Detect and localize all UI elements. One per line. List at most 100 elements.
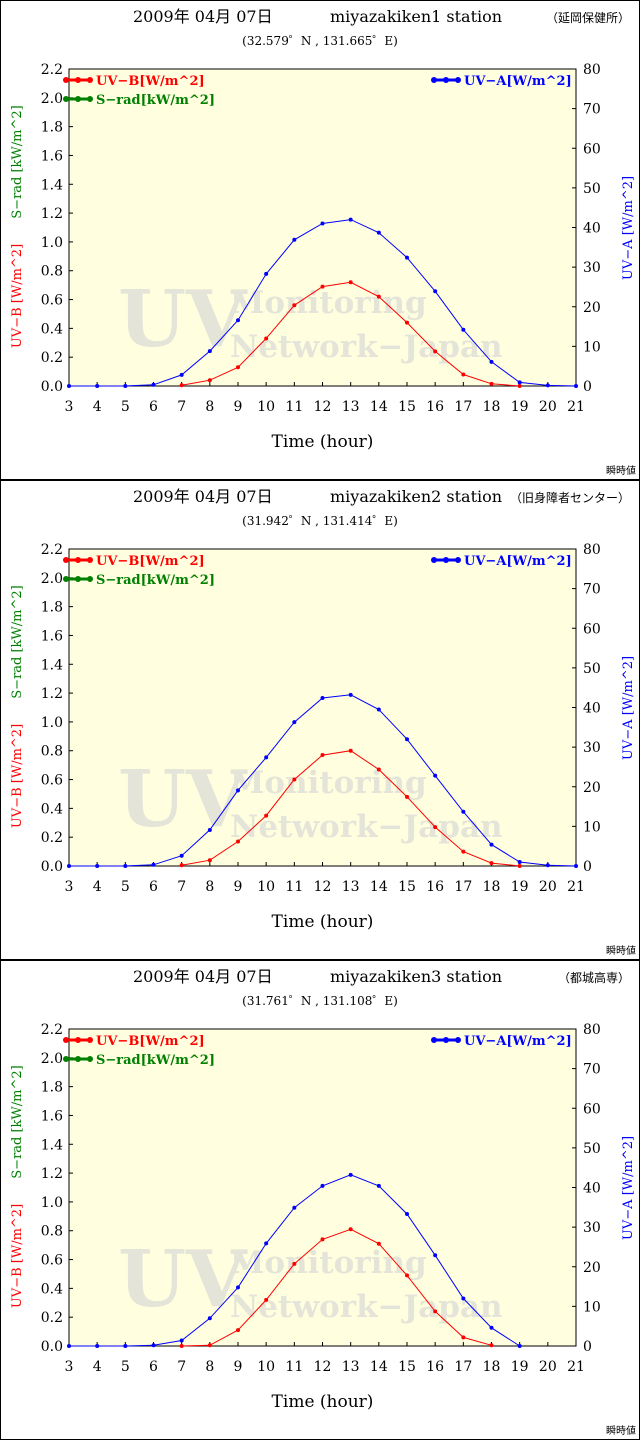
data-point <box>461 809 466 814</box>
instant-value-note: 瞬時値 <box>606 1424 636 1437</box>
legend-swatch-dot <box>75 77 81 83</box>
data-point <box>67 384 71 388</box>
y-right-tick-label: 80 <box>583 62 601 78</box>
y-right-tick-label: 30 <box>583 740 601 756</box>
x-tick-label: 18 <box>483 1359 501 1375</box>
legend-swatch-dot <box>75 1037 81 1043</box>
chart-title: 2009年 04月 07日 <box>133 7 273 26</box>
legend-label: S−rad[kW/m^2] <box>96 93 215 108</box>
x-tick-label: 13 <box>342 399 360 415</box>
legend-item: S−rad[kW/m^2] <box>63 573 215 588</box>
x-tick-label: 3 <box>65 879 74 895</box>
y-right-tick-label: 70 <box>583 102 601 118</box>
legend-swatch-dot <box>443 1037 449 1043</box>
legend-item: UV−A[W/m^2] <box>431 1034 572 1049</box>
x-tick-label: 11 <box>285 879 303 895</box>
x-tick-label: 15 <box>398 1359 416 1375</box>
y-left-tick-label: 1.0 <box>41 715 63 731</box>
station-name: miyazakiken1 station <box>330 7 502 26</box>
x-tick-label: 14 <box>370 399 388 415</box>
y-right-title-uva: UV−A [W/m^2] <box>621 176 636 280</box>
data-point <box>405 320 409 325</box>
y-left-title-srad: S−rad [kW/m^2] <box>10 585 25 698</box>
data-point <box>348 217 353 222</box>
y-left-tick-label: 0.2 <box>41 350 63 366</box>
y-left-title-srad: S−rad [kW/m^2] <box>10 105 25 218</box>
data-point <box>433 773 438 778</box>
legend-label: S−rad[kW/m^2] <box>96 1053 215 1068</box>
data-point <box>405 255 409 260</box>
x-tick-label: 15 <box>398 399 416 415</box>
x-tick-label: 13 <box>342 879 360 895</box>
legend-swatch-dot <box>455 557 461 563</box>
data-point <box>405 737 409 742</box>
legend-item: UV−A[W/m^2] <box>431 74 572 89</box>
legend-label: UV−B[W/m^2] <box>96 1034 205 1049</box>
y-left-tick-label: 0.4 <box>41 1281 63 1297</box>
x-tick-label: 7 <box>177 1359 186 1375</box>
watermark-uv: UV <box>118 754 248 845</box>
legend-swatch-dot <box>87 1037 93 1043</box>
data-point <box>320 695 325 700</box>
data-point <box>348 1172 353 1177</box>
y-right-tick-label: 0 <box>583 1339 592 1355</box>
data-point <box>179 863 184 868</box>
x-tick-label: 20 <box>539 399 557 415</box>
legend-label: UV−A[W/m^2] <box>464 554 572 569</box>
x-tick-label: 6 <box>149 1359 158 1375</box>
y-left-tick-label: 1.4 <box>41 1137 63 1153</box>
data-point <box>264 755 269 760</box>
legend-label: UV−A[W/m^2] <box>464 1034 572 1049</box>
data-point <box>207 1343 212 1348</box>
series-line <box>181 1228 492 1347</box>
data-point <box>489 1343 494 1348</box>
data-point <box>95 864 100 868</box>
y-left-tick-label: 0.4 <box>41 321 63 337</box>
x-tick-label: 12 <box>314 1359 332 1375</box>
y-left-tick-label: 1.8 <box>41 120 63 136</box>
x-tick-label: 14 <box>370 879 388 895</box>
legend-item: S−rad[kW/m^2] <box>63 1053 215 1068</box>
y-left-tick-label: 2.0 <box>41 91 63 107</box>
data-point <box>67 864 71 868</box>
instant-value-note: 瞬時値 <box>606 944 636 957</box>
data-point <box>95 384 100 388</box>
data-point <box>320 1237 325 1242</box>
x-tick-label: 14 <box>370 1359 388 1375</box>
y-left-tick-label: 0.4 <box>41 801 63 817</box>
legend-swatch-dot <box>443 77 449 83</box>
x-tick-label: 21 <box>567 399 585 415</box>
y-left-tick-label: 1.4 <box>41 657 63 673</box>
y-right-tick-label: 0 <box>583 379 592 395</box>
data-point <box>236 788 240 793</box>
data-point <box>292 1261 297 1266</box>
y-left-tick-label: 1.2 <box>41 686 63 702</box>
legend-label: UV−B[W/m^2] <box>96 74 205 89</box>
x-tick-label: 3 <box>65 399 74 415</box>
y-right-tick-label: 20 <box>583 780 601 796</box>
data-point <box>264 336 269 341</box>
y-right-tick-label: 40 <box>583 221 601 237</box>
chart-panel-miyazakiken2: UV Monitoring Network−Japan 2009年 04月 07日 mi… <box>0 480 640 960</box>
x-tick-label: 4 <box>93 399 102 415</box>
data-point <box>489 842 494 847</box>
y-left-tick-label: 0.0 <box>41 379 63 395</box>
y-left-tick-label: 0.8 <box>41 264 63 280</box>
x-tick-label: 7 <box>177 879 186 895</box>
data-point <box>179 1344 184 1348</box>
legend-swatch-dot <box>455 1037 461 1043</box>
x-tick-label: 6 <box>149 399 158 415</box>
data-point <box>179 372 184 377</box>
data-point <box>236 318 240 323</box>
y-left-tick-label: 1.6 <box>41 1108 63 1124</box>
x-tick-label: 11 <box>285 399 303 415</box>
x-tick-label: 16 <box>426 399 444 415</box>
x-tick-label: 8 <box>205 399 214 415</box>
data-point <box>151 382 156 387</box>
data-point <box>236 839 240 844</box>
data-point <box>545 863 550 868</box>
legend-swatch-dot <box>87 557 93 563</box>
watermark-network: Network−Japan <box>230 809 503 845</box>
